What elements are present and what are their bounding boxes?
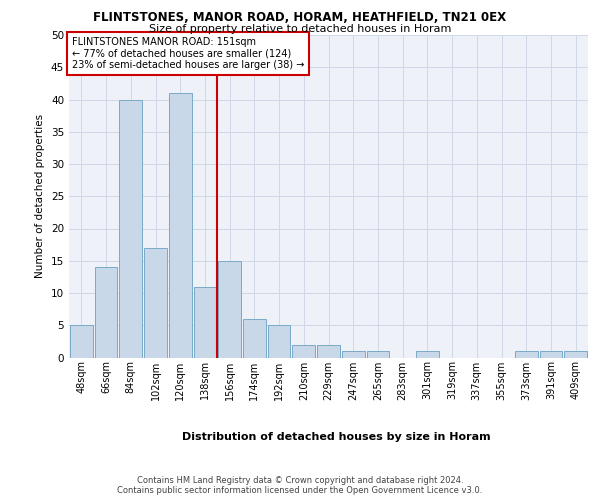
Bar xyxy=(539,351,562,358)
Text: Distribution of detached houses by size in Horam: Distribution of detached houses by size … xyxy=(182,432,490,442)
Bar xyxy=(194,286,216,358)
Bar xyxy=(218,261,241,358)
Bar xyxy=(564,351,587,358)
Bar xyxy=(169,93,191,357)
Text: Contains HM Land Registry data © Crown copyright and database right 2024.
Contai: Contains HM Land Registry data © Crown c… xyxy=(118,476,482,495)
Bar xyxy=(317,344,340,358)
Bar xyxy=(144,248,167,358)
Bar xyxy=(367,351,389,358)
Bar xyxy=(515,351,538,358)
Text: FLINTSTONES MANOR ROAD: 151sqm
← 77% of detached houses are smaller (124)
23% of: FLINTSTONES MANOR ROAD: 151sqm ← 77% of … xyxy=(71,36,304,70)
Y-axis label: Number of detached properties: Number of detached properties xyxy=(35,114,46,278)
Bar xyxy=(70,325,93,358)
Bar xyxy=(268,325,290,358)
Bar xyxy=(95,267,118,358)
Text: Size of property relative to detached houses in Horam: Size of property relative to detached ho… xyxy=(149,24,451,34)
Bar xyxy=(243,319,266,358)
Text: FLINTSTONES, MANOR ROAD, HORAM, HEATHFIELD, TN21 0EX: FLINTSTONES, MANOR ROAD, HORAM, HEATHFIE… xyxy=(94,11,506,24)
Bar xyxy=(292,344,315,358)
Bar xyxy=(119,100,142,358)
Bar xyxy=(416,351,439,358)
Bar xyxy=(342,351,365,358)
